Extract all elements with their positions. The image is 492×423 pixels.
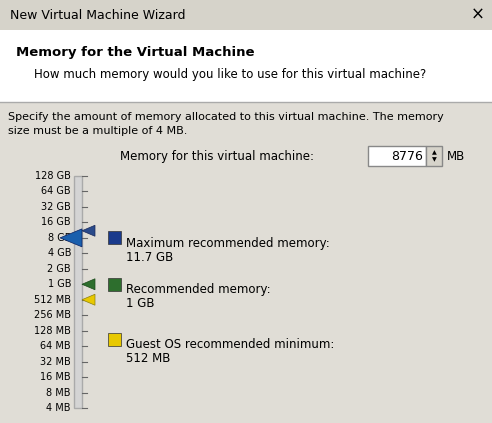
Bar (108, 333, 121, 346)
Bar (368, 146, 426, 166)
Polygon shape (82, 225, 95, 236)
Polygon shape (82, 294, 95, 305)
Text: Memory for the Virtual Machine: Memory for the Virtual Machine (16, 46, 254, 59)
Bar (74, 176, 82, 408)
Text: 512 MB: 512 MB (126, 352, 170, 365)
Text: 8776: 8776 (391, 149, 423, 162)
Text: 8 GB: 8 GB (48, 233, 71, 243)
Text: 11.7 GB: 11.7 GB (126, 251, 173, 264)
Text: 64 GB: 64 GB (41, 187, 71, 196)
Bar (0, 30, 492, 102)
Text: 128 GB: 128 GB (35, 171, 71, 181)
Text: size must be a multiple of 4 MB.: size must be a multiple of 4 MB. (8, 126, 187, 136)
Text: New Virtual Machine Wizard: New Virtual Machine Wizard (10, 8, 185, 22)
Text: 1 GB: 1 GB (126, 297, 154, 310)
Text: 4 MB: 4 MB (47, 403, 71, 413)
Bar (108, 231, 121, 244)
Text: 32 MB: 32 MB (40, 357, 71, 367)
Text: 512 MB: 512 MB (34, 295, 71, 305)
Text: 16 GB: 16 GB (41, 217, 71, 228)
Text: Memory for this virtual machine:: Memory for this virtual machine: (120, 150, 314, 163)
Text: MB: MB (447, 149, 465, 162)
Text: 2 GB: 2 GB (47, 264, 71, 274)
Text: Specify the amount of memory allocated to this virtual machine. The memory: Specify the amount of memory allocated t… (8, 112, 444, 122)
Text: 64 MB: 64 MB (40, 341, 71, 351)
Text: ▼: ▼ (431, 157, 436, 162)
Text: ▲: ▲ (431, 151, 436, 156)
Text: 4 GB: 4 GB (48, 248, 71, 258)
Bar (0, 102, 492, 423)
Bar (108, 278, 121, 291)
Text: Maximum recommended memory:: Maximum recommended memory: (126, 237, 330, 250)
Polygon shape (60, 229, 82, 247)
Text: How much memory would you like to use for this virtual machine?: How much memory would you like to use fo… (34, 68, 426, 81)
Text: 256 MB: 256 MB (34, 310, 71, 320)
Text: ×: × (471, 6, 485, 24)
Text: 8 MB: 8 MB (47, 387, 71, 398)
Bar (0, 0, 492, 30)
Text: Recommended memory:: Recommended memory: (126, 283, 271, 296)
Text: 32 GB: 32 GB (41, 202, 71, 212)
Text: Guest OS recommended minimum:: Guest OS recommended minimum: (126, 338, 335, 351)
Text: 1 GB: 1 GB (48, 279, 71, 289)
Text: 16 MB: 16 MB (40, 372, 71, 382)
Text: 128 MB: 128 MB (34, 326, 71, 336)
Polygon shape (82, 279, 95, 290)
Bar (426, 146, 442, 166)
